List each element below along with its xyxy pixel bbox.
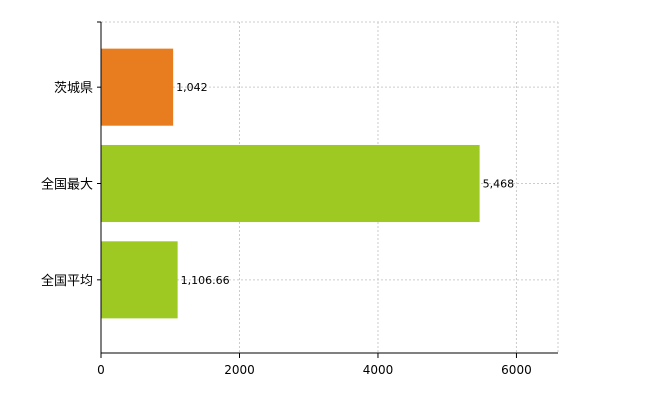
- bar: [101, 241, 178, 319]
- bar: [101, 144, 480, 223]
- bars: [101, 48, 480, 319]
- x-tick-label: 0: [97, 363, 105, 377]
- category-label: 全国最大: [41, 177, 93, 193]
- x-tick-label: 4000: [363, 363, 394, 377]
- x-tick-label: 6000: [501, 363, 532, 377]
- labels: 1,042 茨城県 5,468 全国最大 1,106.66 全国平均 0 2000 4000 60…: [41, 81, 532, 377]
- x-tick-label: 2000: [224, 363, 255, 377]
- category-label: 茨城県: [54, 81, 93, 96]
- bar: [101, 48, 174, 126]
- data-label: 1,106.66: [181, 274, 230, 287]
- data-label: 1,042: [176, 81, 208, 94]
- axes: [97, 21, 558, 358]
- data-label: 5,468: [483, 178, 514, 191]
- category-label: 全国平均: [41, 273, 93, 289]
